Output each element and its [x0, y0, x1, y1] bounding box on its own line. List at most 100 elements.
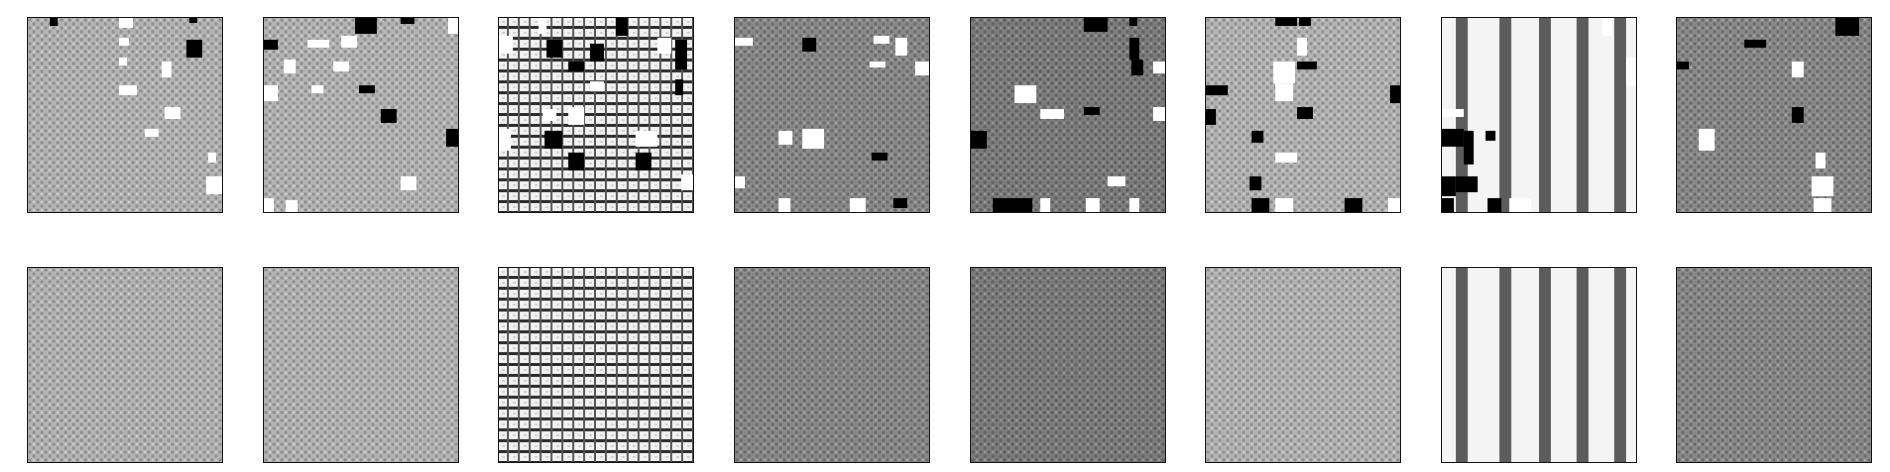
stripe	[1455, 268, 1468, 462]
mask-patch-white	[802, 128, 825, 149]
mask-patch-black	[1297, 61, 1317, 70]
mask-patch-white	[119, 18, 133, 28]
mask-patch-white	[568, 107, 585, 125]
mask-patch-black	[380, 109, 397, 123]
mask-patch-white	[635, 130, 658, 147]
masked-image-tile	[1676, 17, 1872, 213]
mask-patch-black	[1455, 176, 1478, 193]
texture-image	[1677, 18, 1871, 212]
mask-patch-white	[283, 59, 296, 74]
stripe	[1576, 268, 1589, 462]
mask-patch-white	[538, 18, 547, 34]
mask-patch-white	[1153, 107, 1165, 121]
stripe	[1614, 18, 1627, 212]
texture-image	[971, 268, 1165, 462]
mask-patch-white	[1811, 176, 1834, 197]
mask-patch-black	[992, 198, 1033, 212]
mask-patch-black	[1744, 39, 1767, 48]
mask-patch-black	[675, 39, 688, 70]
mask-patch-black	[1275, 18, 1298, 26]
stripe	[1576, 18, 1589, 212]
mask-patch-white	[1275, 152, 1298, 163]
reconstructed-image-tile	[970, 267, 1166, 463]
mask-patch-black	[446, 128, 458, 147]
mask-patch-black	[1442, 176, 1456, 197]
masked-image-tile	[498, 17, 694, 213]
mask-patch-black	[186, 39, 203, 58]
mask-patch-white	[1129, 198, 1140, 212]
mask-patch-white	[119, 37, 129, 46]
texture-image	[28, 268, 222, 462]
mask-patch-black	[675, 79, 684, 96]
mask-patch-white	[1040, 198, 1051, 212]
mask-patch-black	[893, 198, 908, 209]
mask-patch-black	[1835, 18, 1860, 36]
texture-image	[735, 268, 929, 462]
mask-patch-black	[359, 85, 375, 94]
mask-patch-black	[1083, 18, 1108, 32]
mask-patch-white	[311, 85, 324, 94]
mask-patch-white	[161, 61, 172, 78]
mask-patch-white	[1085, 198, 1100, 212]
texture-image	[1442, 18, 1636, 212]
mask-patch-white	[778, 198, 791, 212]
mask-patch-white	[333, 61, 350, 72]
mask-patch-black	[1129, 18, 1138, 26]
masked-image-tile	[1441, 17, 1637, 213]
mask-patch-white	[1040, 109, 1065, 119]
reconstructed-image-tile	[263, 267, 459, 463]
texture-image	[264, 18, 458, 212]
mask-patch-white	[264, 198, 274, 212]
mask-patch-black	[1251, 198, 1270, 212]
texture-image	[1206, 268, 1400, 462]
mask-patch-black	[400, 18, 415, 24]
mask-patch-white	[499, 35, 513, 54]
reconstructed-image-tile	[498, 267, 694, 463]
mask-patch-black	[189, 18, 198, 23]
mask-patch-black	[1487, 198, 1502, 212]
mask-patch-white	[590, 81, 604, 92]
mask-patch-black	[1442, 198, 1454, 212]
texture-image	[28, 18, 222, 212]
mask-patch-white	[1698, 128, 1715, 151]
mask-patch-white	[1388, 198, 1400, 212]
mask-patch-white	[307, 39, 330, 48]
texture-image	[264, 268, 458, 462]
texture-image	[499, 268, 693, 462]
mask-patch-white	[1813, 198, 1832, 212]
mask-patch-white	[208, 152, 217, 163]
mask-patch-white	[1626, 57, 1636, 86]
mask-patch-black	[355, 18, 377, 34]
mask-patch-white	[869, 61, 886, 68]
mask-patch-black	[264, 39, 278, 50]
mask-patch-black	[544, 130, 563, 149]
texture-image	[1442, 268, 1636, 462]
mask-patch-black	[568, 61, 585, 72]
mask-patch-black	[871, 152, 888, 161]
mask-patch-white	[499, 128, 511, 151]
mask-patch-white	[1275, 83, 1294, 102]
mask-patch-white	[1602, 18, 1613, 36]
mask-patch-black	[49, 18, 58, 26]
mask-patch-black	[1297, 107, 1313, 119]
mask-patch-white	[264, 85, 278, 102]
mask-patch-black	[1129, 37, 1140, 60]
texture-image	[735, 18, 929, 212]
masked-image-tile	[27, 17, 223, 213]
mask-patch-white	[285, 200, 298, 212]
mask-patch-white	[735, 37, 753, 46]
mask-patch-white	[895, 37, 908, 56]
mask-patch-white	[1791, 61, 1804, 78]
mask-patch-white	[915, 61, 929, 76]
mask-patch-black	[1791, 107, 1804, 123]
mask-patch-white	[164, 107, 181, 119]
mask-patch-white	[735, 176, 745, 189]
mask-patch-black	[568, 152, 585, 171]
mask-patch-white	[1442, 109, 1464, 117]
mask-patch-white	[1297, 37, 1307, 56]
mask-patch-white	[1014, 85, 1037, 104]
mask-patch-white	[206, 176, 222, 195]
mask-patch-white	[778, 130, 793, 145]
mask-patch-white	[1107, 176, 1126, 187]
